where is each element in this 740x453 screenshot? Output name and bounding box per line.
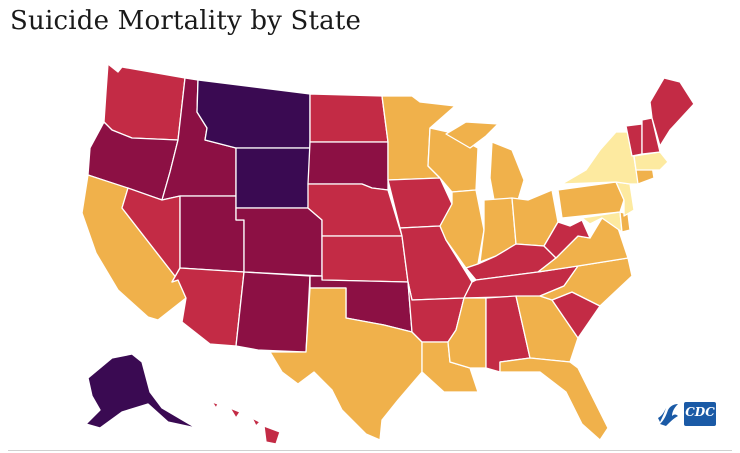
state-texas[interactable] xyxy=(269,287,423,441)
state-arizona[interactable] xyxy=(171,267,245,347)
state-pennsylvania[interactable] xyxy=(557,181,625,219)
state-new-hampshire[interactable] xyxy=(641,117,661,155)
state-new-mexico[interactable] xyxy=(235,271,311,353)
state-montana[interactable] xyxy=(196,79,311,149)
state-south-dakota[interactable] xyxy=(307,141,389,191)
state-hawaii[interactable] xyxy=(211,401,281,445)
state-utah[interactable] xyxy=(179,195,245,273)
hhs-logo xyxy=(658,404,678,426)
footer-divider xyxy=(8,450,732,451)
cdc-logo-text: CDC xyxy=(685,405,715,419)
state-alaska[interactable] xyxy=(85,353,197,429)
state-north-dakota[interactable] xyxy=(309,93,389,143)
state-florida[interactable] xyxy=(499,357,609,441)
cdc-logo: CDC xyxy=(684,402,716,426)
state-colorado[interactable] xyxy=(235,207,323,277)
state-mississippi[interactable] xyxy=(447,297,487,369)
state-nebraska[interactable] xyxy=(307,183,403,237)
state-maine[interactable] xyxy=(649,77,695,147)
logos: CDC xyxy=(656,400,718,430)
map-title: Suicide Mortality by State xyxy=(10,6,362,36)
state-maryland[interactable] xyxy=(581,211,623,233)
state-west-virginia[interactable] xyxy=(543,219,591,259)
state-kansas[interactable] xyxy=(321,235,409,283)
state-washington[interactable] xyxy=(103,63,186,141)
state-wyoming[interactable] xyxy=(235,147,311,209)
